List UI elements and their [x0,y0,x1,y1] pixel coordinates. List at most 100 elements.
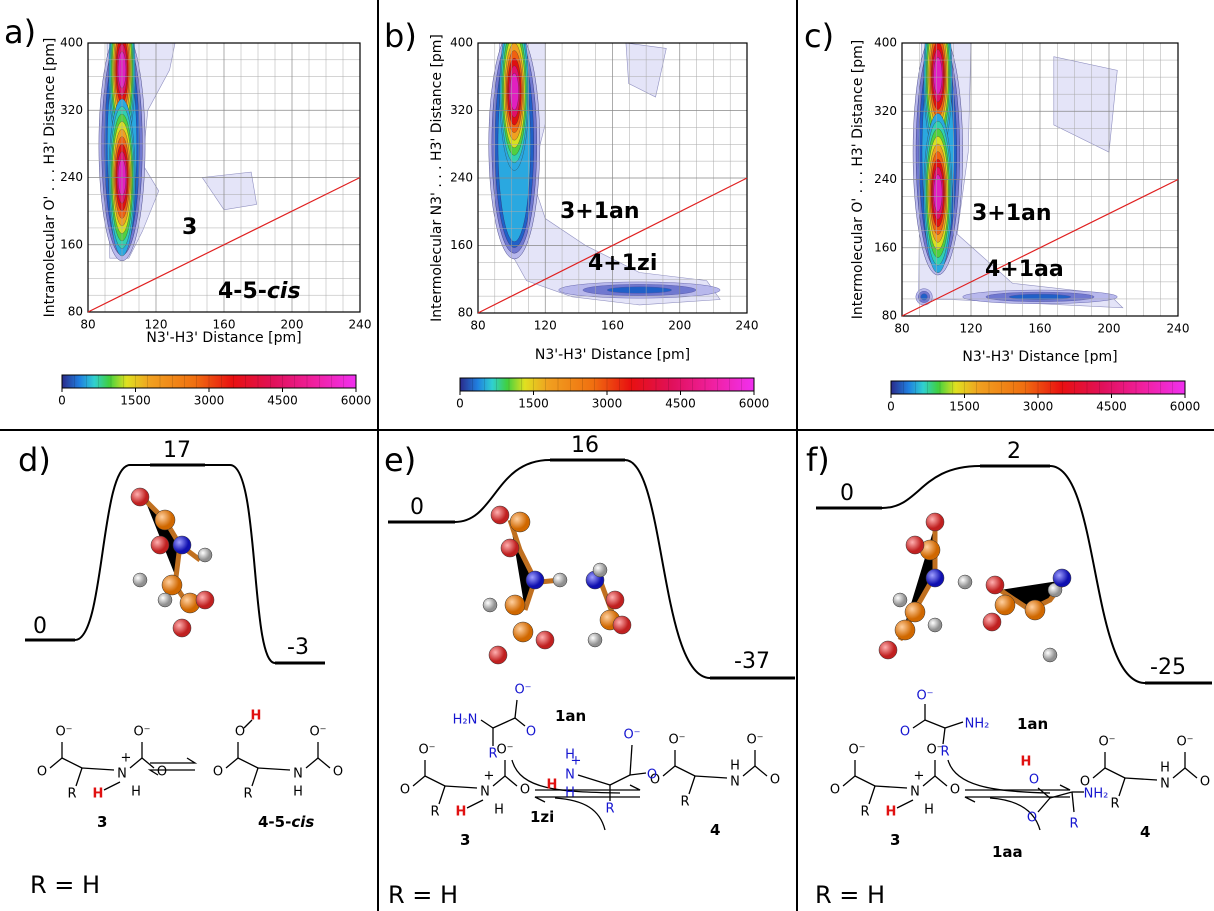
panel-label: d) [18,441,51,479]
compound-label: 4-5-cis [258,813,314,831]
atom-label: H [456,805,467,820]
contour-plot [98,43,257,262]
annotation: 4+1aa [985,257,1064,282]
bond [438,785,446,805]
structure: O⁻ O R N+ H H O⁻ O 3 [830,743,960,849]
bond [754,765,768,777]
atom-label: N [730,775,740,790]
atom-label: H [924,803,934,818]
y-tick-label: 320 [450,103,473,117]
colorbar-tick-label: 0 [887,400,895,414]
bond [444,785,478,789]
panel-label: b) [384,17,417,55]
diagonal [87,176,361,313]
colorbar-tick-label: 6000 [1170,400,1201,414]
colorbar-tick-label: 1500 [949,400,980,414]
contour-level [509,73,519,111]
x-tick-label: 240 [736,319,759,333]
bond [1118,777,1126,797]
y-tick-label: 80 [458,306,473,320]
contour-tail [606,286,672,294]
bond [480,719,494,729]
bond [629,744,633,776]
bond [514,717,526,727]
atom-label: O [235,725,245,740]
x-tick-label: 120 [960,322,983,336]
x-tick-label: 200 [281,318,304,332]
compound-name: 1an [555,707,586,725]
y-tick-label: 240 [60,170,83,184]
atom-label: R [860,805,869,820]
atom-label: O⁻ [668,733,685,748]
bond [577,774,611,786]
x-tick-label: 80 [470,319,485,333]
colorbar-tick-label: 1500 [518,397,549,411]
y-tick-label: 160 [450,238,473,252]
atom-label: O [950,783,960,798]
atom-label: R [940,745,949,760]
compound-label: 3 [460,831,470,849]
atom-label: H [565,748,575,763]
compound-name: 4 [1140,823,1150,841]
contour-plot [488,43,721,306]
bond [75,767,83,787]
atom-label: O [1029,773,1039,788]
x-tick-label: 120 [534,319,557,333]
y-tick-label: 320 [874,104,897,118]
x-tick-label: 160 [1029,322,1052,336]
atom-label: NH₂ [1084,787,1109,802]
x-tick-label: 240 [1167,322,1190,336]
bond [924,719,946,729]
structure: O⁻ O R N+ H H O⁻ O 3 [37,725,167,831]
compound-label: 1an [555,707,586,725]
bond [688,775,696,795]
atom-label: O [1200,775,1210,790]
atom-label: H [730,759,740,774]
annotation: 3+1an [972,201,1052,226]
colorbar-tick-label: 3000 [1023,400,1054,414]
atom-label: R [680,795,689,810]
atom-label: R [67,787,76,802]
contour-halo [499,43,721,306]
panel-label: a) [4,13,36,51]
bond [694,775,728,779]
bond [129,757,143,769]
atom-label: O⁻ [848,743,865,758]
compound-name: 1aa [992,843,1023,861]
compound-label: 4 [1140,823,1150,841]
bond [466,799,484,809]
atom-label: O [526,725,536,740]
atom-label: H [251,709,262,724]
compound-name: 4 [710,821,720,839]
atom-label: H [547,778,558,793]
bond [629,772,647,776]
bond [912,719,926,729]
atom-label: O [770,773,780,788]
colorbar-tick-label: 3000 [592,397,623,411]
annotation-part: cis [267,279,301,304]
atom-label: + [571,754,582,769]
y-axis-label: Intermolecular N3' . . . H3' Distance [p… [429,34,445,322]
diagonal [477,177,748,314]
atom-label: O [1080,775,1090,790]
atom-label: O [520,783,530,798]
compound-name: 3 [890,831,900,849]
atom-label: H [93,787,104,802]
bond [674,765,696,777]
x-tick-label: 80 [894,322,909,336]
atom-label: O [1027,811,1037,826]
compound-name: 3 [460,831,470,849]
bond [1037,797,1051,813]
structure: H₂N O⁻ O R 1an [453,683,587,762]
energy-label: 16 [571,433,599,458]
y-tick-label: 80 [68,305,83,319]
annotation: 3+1an [560,199,640,224]
bond [1124,777,1158,781]
bond [103,781,121,791]
y-tick-label: 160 [60,237,83,251]
y-tick-label: 400 [60,36,83,50]
energy-label: 0 [840,481,854,506]
footer: R = H [815,881,885,909]
energy-label: -25 [1150,655,1186,680]
